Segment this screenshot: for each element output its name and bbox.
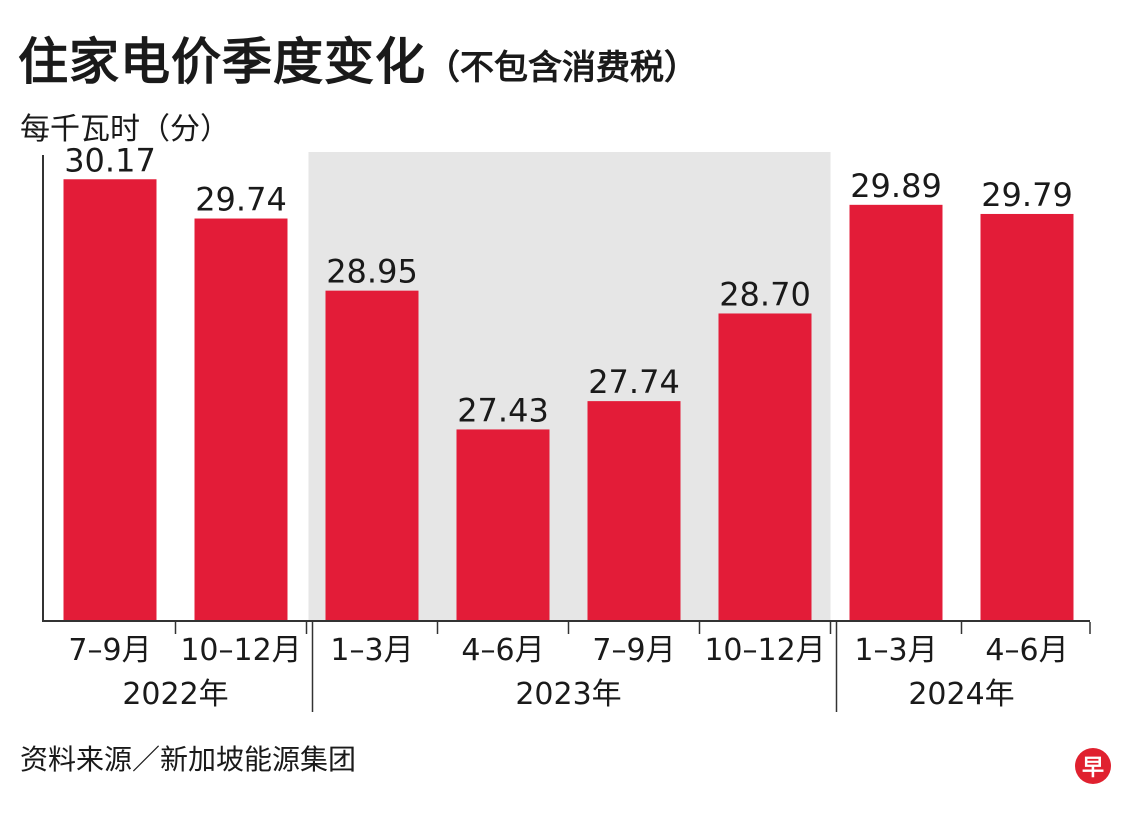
y-axis-label: 每千瓦时（分） — [20, 112, 230, 147]
zaobao-logo-icon: 早 — [1075, 748, 1111, 784]
bar-6 — [849, 204, 943, 620]
value-label-5: 28.70 — [719, 275, 811, 313]
category-label-5: 10–12月 — [704, 633, 825, 668]
value-label-3: 27.43 — [457, 391, 549, 429]
bar-4 — [587, 401, 681, 620]
value-label-4: 27.74 — [588, 363, 680, 401]
bar-2 — [325, 290, 419, 620]
group-label-0: 2022年 — [122, 677, 228, 712]
category-label-3: 4–6月 — [461, 633, 544, 668]
value-label-6: 29.89 — [850, 167, 942, 205]
category-label-6: 1–3月 — [854, 633, 937, 668]
value-label-0: 30.17 — [64, 141, 156, 179]
chart-title-main: 住家电价季度变化 — [18, 33, 426, 91]
group-label-2: 2024年 — [908, 677, 1014, 712]
bar-1 — [194, 218, 288, 621]
bar-5 — [718, 313, 812, 620]
category-label-2: 1–3月 — [330, 633, 413, 668]
bar-7 — [980, 213, 1074, 620]
chart-subtitle: （不包含消费税） — [426, 48, 698, 88]
group-label-1: 2023年 — [515, 677, 621, 712]
category-label-7: 4–6月 — [985, 633, 1068, 668]
category-label-4: 7–9月 — [592, 633, 675, 668]
value-label-1: 29.74 — [195, 181, 287, 219]
bar-3 — [456, 429, 550, 620]
category-label-0: 7–9月 — [68, 633, 151, 668]
source-note: 资料来源／新加坡能源集团 — [20, 743, 357, 776]
bar-0 — [63, 179, 157, 620]
chart-title: 住家电价季度变化（不包含消费税） — [18, 22, 698, 94]
category-label-1: 10–12月 — [180, 633, 301, 668]
value-label-7: 29.79 — [981, 176, 1073, 214]
value-label-2: 28.95 — [326, 253, 418, 291]
